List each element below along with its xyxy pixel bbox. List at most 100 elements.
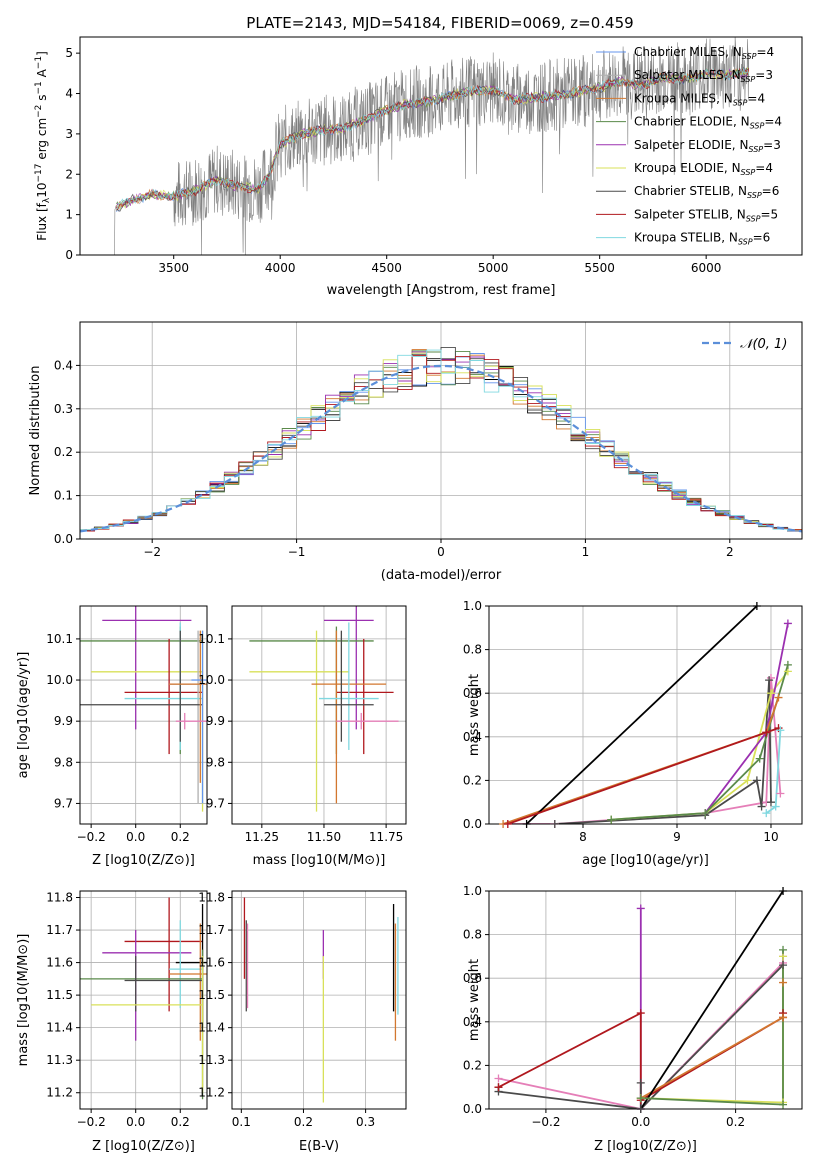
legend-eq: = <box>755 68 765 82</box>
nssp-subscript: SSP <box>742 52 757 61</box>
x-axis-label: E(B-V) <box>299 1139 339 1154</box>
nssp-symbol: N <box>737 207 746 221</box>
plus-marker <box>762 728 771 737</box>
legend-entry: Kroupa MILES, NSSP=4 <box>634 91 765 107</box>
panel-mass_vs_Z: −0.2 0.0 0.2 11.2 11.3 11.4 11.5 11.6 11.7 11.8 Z … <box>16 890 208 1154</box>
legend-eq: = <box>764 115 774 129</box>
y-axis-label: Flux [fλ10−17 erg cm−2 s−1 A−1] <box>34 51 52 241</box>
y-tick-label: 10.0 <box>198 673 225 687</box>
y-tick-label: 11.4 <box>198 1021 225 1035</box>
panel-age_vs_Z: −0.2 0.0 0.2 9.7 9.8 9.9 10.0 10.1 Z [log10(Z/Z⊙… <box>16 605 208 868</box>
x-axis-label: mass [log10(M/M⊙)] <box>253 853 386 868</box>
x-axis-label: wavelength [Angstrom, rest frame] <box>327 283 556 298</box>
axes-frame <box>488 605 803 825</box>
nssp-symbol: N <box>738 184 747 198</box>
legend-series-name: Kroupa MILES <box>634 91 716 105</box>
y-axis-label-part: Flux [f <box>35 202 49 240</box>
axes-frame <box>79 890 208 1110</box>
legend-eq: = <box>760 207 770 221</box>
x-tick-label: −0.2 <box>77 830 106 844</box>
legend-entry: 𝒩(0, 1) <box>740 337 787 352</box>
nssp-value: 4 <box>757 91 765 105</box>
nssp-value: 4 <box>765 161 773 175</box>
y-axis-label-part: A <box>35 68 49 81</box>
plus-marker <box>774 693 783 702</box>
y-tick-label: 9.8 <box>206 755 225 769</box>
y-tick-label: 9.9 <box>54 714 73 728</box>
spectrum-model-line <box>116 67 750 210</box>
legend-series-name: Chabrier ELODIE <box>634 115 733 129</box>
histogram-step <box>80 349 802 532</box>
x-tick-label: 0.2 <box>171 1115 190 1129</box>
axes-frame <box>488 890 803 1110</box>
plus-marker <box>779 945 788 954</box>
legend-sep: , <box>733 115 741 129</box>
x-tick-label: 11.75 <box>369 830 403 844</box>
y-tick-label: 11.4 <box>46 1021 73 1035</box>
nssp-symbol: N <box>729 231 738 245</box>
plus-marker <box>776 726 785 735</box>
nssp-symbol: N <box>724 91 733 105</box>
axes-frame <box>79 605 208 825</box>
plot-area <box>80 606 207 824</box>
plus-marker <box>636 1094 645 1103</box>
legend-eq: = <box>763 138 773 152</box>
x-tick-label: 0.0 <box>126 1115 145 1129</box>
plus-marker <box>636 1009 645 1018</box>
legend-series-name: Kroupa STELIB <box>634 231 721 245</box>
gaussian-curve <box>80 364 802 533</box>
nssp-value: 3 <box>773 138 781 152</box>
y-tick-label: 0.2 <box>463 773 482 787</box>
y-tick-label: 11.3 <box>198 1053 225 1067</box>
plot-area <box>80 322 802 539</box>
x-tick-label: 4000 <box>265 261 296 275</box>
legend-sep: , <box>730 184 738 198</box>
plot-area <box>489 606 802 824</box>
y-axis-label-part: 10 <box>35 183 49 198</box>
y-tick-label: 0.1 <box>54 489 73 503</box>
y-tick-label: 0.4 <box>463 730 482 744</box>
x-tick-label: 4500 <box>371 261 402 275</box>
nssp-value: 4 <box>774 115 782 129</box>
legend-sep: , <box>729 207 737 221</box>
y-tick-label: 0.6 <box>463 686 482 700</box>
y-tick-label: 1.0 <box>463 599 482 613</box>
x-tick-label: 0 <box>437 545 445 559</box>
nssp-symbol: N <box>732 68 741 82</box>
plus-marker <box>755 754 764 763</box>
plus-marker <box>743 776 752 785</box>
y-tick-label: 0.2 <box>54 445 73 459</box>
y-tick-label: 0.6 <box>463 971 482 985</box>
mass-weight-line <box>640 891 784 1109</box>
plus-marker <box>771 802 780 811</box>
y-tick-label: 3 <box>65 127 73 141</box>
y-tick-label: 11.8 <box>46 891 73 905</box>
plus-marker <box>701 809 710 818</box>
legend-series-name: Kroupa ELODIE <box>634 161 724 175</box>
figure-title: PLATE=2143, MJD=54184, FIBERID=0069, z=0… <box>246 14 633 32</box>
legend-entry: Kroupa ELODIE, NSSP=4 <box>634 161 773 177</box>
legend-sep: , <box>716 91 724 105</box>
x-tick-label: 0.2 <box>726 1115 745 1129</box>
plus-marker <box>636 904 645 913</box>
panel-massweight_vs_age: 8 9 10 0.0 0.2 0.4 0.6 0.8 1.0 age [log10(age/yr)… <box>463 599 803 868</box>
y-tick-label: 0.8 <box>463 643 482 657</box>
panel-age_vs_mass: 11.25 11.50 11.75 9.7 9.8 9.9 10.0 10.1 mass [lo… <box>198 605 407 868</box>
x-tick-label: 0.3 <box>356 1115 375 1129</box>
legend-sep: , <box>732 138 740 152</box>
x-tick-label: 0.2 <box>171 830 190 844</box>
x-tick-label: −2 <box>143 545 161 559</box>
y-tick-label: 4 <box>65 87 73 101</box>
axes-frame <box>231 890 407 1110</box>
x-tick-label: 11.50 <box>307 830 341 844</box>
y-tick-label: 0.4 <box>54 358 73 372</box>
plus-marker <box>522 820 531 828</box>
axes-frame <box>79 36 803 256</box>
plus-marker <box>494 1083 503 1092</box>
nssp-value: 3 <box>765 68 773 82</box>
y-tick-label: 2 <box>65 167 73 181</box>
plus-marker <box>757 802 766 811</box>
x-tick-label: −1 <box>288 545 306 559</box>
